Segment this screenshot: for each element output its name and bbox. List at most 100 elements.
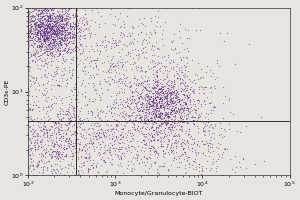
Point (196, 166, 201, 169)
Point (56, 154, 61, 157)
Point (75, 125, 80, 128)
Point (142, 170, 147, 173)
Point (57, 38, 62, 41)
Point (160, 104, 165, 107)
Point (166, 86, 170, 89)
Point (110, 42, 114, 45)
Point (30, 119, 35, 122)
Point (92, 49, 97, 53)
Point (160, 55, 165, 58)
Point (35, 35, 40, 38)
Point (158, 115, 163, 118)
Point (38, 11, 42, 14)
Point (94, 43, 99, 47)
Point (165, 145, 170, 148)
Point (32, 22, 37, 25)
Point (56, 45, 61, 49)
Point (169, 149, 174, 153)
Point (63, 112, 68, 115)
Point (169, 103, 173, 106)
Point (146, 171, 151, 174)
Point (28, 19, 32, 22)
Point (63, 42, 68, 45)
Point (44, 150, 48, 154)
Point (118, 156, 123, 159)
Point (133, 102, 138, 105)
Point (138, 149, 143, 152)
Point (89, 139, 94, 142)
Point (140, 110, 144, 113)
Point (70, 107, 75, 110)
Point (39, 32, 44, 35)
Point (82, 117, 87, 120)
Point (56, 55, 61, 58)
Point (58, 129, 63, 132)
Point (68, 150, 73, 153)
Point (36, 9, 40, 12)
Point (80, 16, 85, 19)
Point (162, 118, 167, 121)
Point (40, 83, 45, 86)
Point (103, 161, 107, 164)
Point (38, 31, 42, 35)
Point (165, 101, 170, 104)
Point (150, 105, 155, 108)
Point (98, 164, 103, 167)
Point (50, 32, 54, 35)
Point (49, 20, 54, 23)
Point (61, 19, 66, 22)
Point (53, 37, 58, 41)
Point (116, 89, 121, 92)
Point (74, 18, 79, 21)
Point (42, 32, 47, 35)
Point (44, 86, 48, 89)
Point (56, 43, 61, 47)
Point (32, 173, 36, 177)
Point (33, 77, 38, 80)
Point (45, 21, 50, 24)
Point (60, 25, 65, 29)
Point (33, 31, 38, 34)
Point (28, 34, 33, 37)
Point (180, 120, 185, 123)
Point (44, 38, 49, 41)
Point (31, 46, 36, 49)
Point (173, 101, 178, 104)
Point (68, 51, 73, 55)
Point (148, 149, 152, 153)
Point (57, 41, 62, 44)
Point (28, 148, 33, 151)
Point (225, 148, 230, 151)
Point (158, 98, 163, 101)
Point (157, 87, 162, 90)
Point (163, 121, 167, 124)
Point (38, 138, 43, 141)
Point (26, 10, 30, 14)
Point (44, 30, 49, 33)
Point (110, 65, 115, 68)
Point (66, 46, 70, 50)
Point (159, 61, 164, 64)
Point (34, 21, 39, 24)
Point (45, 138, 50, 141)
Point (48, 124, 53, 128)
Point (179, 144, 184, 147)
Point (158, 82, 163, 85)
Point (105, 106, 110, 109)
Point (62, 147, 67, 151)
Point (36, 38, 40, 41)
Point (28, 30, 33, 33)
Point (48, 34, 53, 37)
Point (33, 20, 38, 23)
Point (31, 127, 36, 130)
Point (26, 43, 31, 46)
Point (112, 149, 117, 152)
Point (53, 28, 58, 31)
Point (190, 164, 194, 167)
Point (180, 100, 185, 104)
Point (169, 66, 174, 69)
Point (183, 65, 188, 69)
Point (159, 145, 164, 148)
Point (160, 85, 165, 88)
Point (39, 35, 44, 38)
